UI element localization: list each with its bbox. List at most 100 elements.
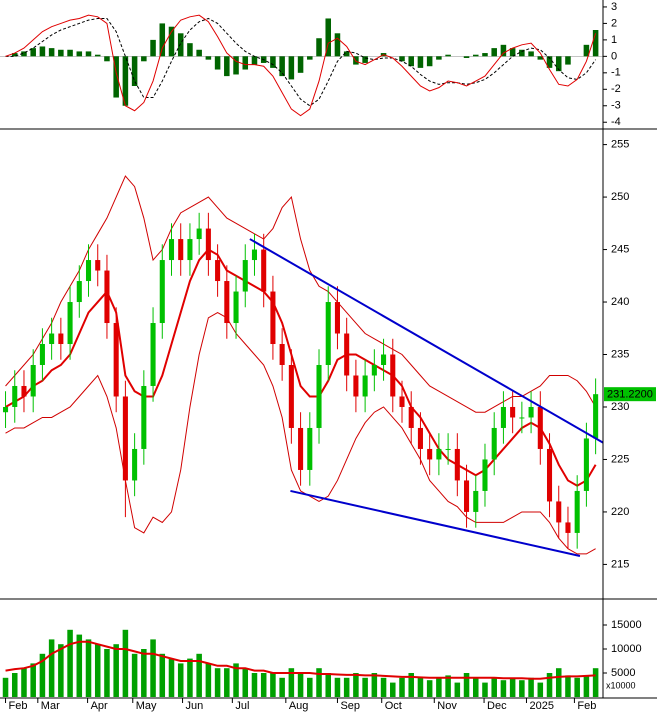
candle-body	[482, 459, 488, 491]
bar	[463, 673, 470, 697]
last-price-box	[604, 387, 656, 402]
bar	[279, 56, 285, 77]
bar	[94, 644, 101, 697]
candle-body	[224, 281, 230, 324]
bar	[592, 668, 599, 697]
x-tick-label: Feb	[9, 700, 28, 712]
candle-body	[546, 448, 553, 502]
bar	[233, 56, 239, 75]
bar	[260, 673, 267, 697]
candle-body	[242, 260, 248, 292]
bar	[454, 682, 461, 697]
bar	[168, 658, 175, 697]
bar	[307, 56, 313, 60]
y-tick-label: 220	[611, 506, 629, 518]
candle-body	[593, 394, 599, 439]
bar	[583, 675, 590, 697]
bar	[316, 38, 322, 57]
bar	[537, 682, 544, 697]
bar	[242, 56, 249, 70]
bar	[30, 48, 36, 57]
x-tick-label: Jul	[235, 700, 249, 712]
candle-body	[178, 239, 184, 261]
line	[5, 14, 597, 117]
bar	[196, 49, 202, 57]
y-tick-label: -3	[611, 100, 621, 112]
candle-body	[261, 249, 267, 292]
bar	[85, 639, 92, 697]
bar	[334, 677, 341, 697]
y-tick-label: 1	[611, 34, 617, 46]
candle-body	[251, 249, 258, 261]
candle-body	[141, 385, 147, 449]
y-tick-label: 215	[611, 558, 629, 570]
candle-body	[427, 448, 433, 460]
bar	[187, 43, 193, 57]
x-tick-label: Apr	[91, 700, 108, 712]
y-tick-label: 245	[611, 243, 629, 255]
candle-body	[556, 501, 562, 523]
bar	[362, 56, 368, 63]
bar	[141, 56, 147, 62]
bar	[565, 675, 571, 697]
candle-body	[583, 438, 589, 491]
bar	[104, 649, 110, 697]
line	[5, 640, 596, 680]
bar	[168, 26, 175, 57]
bar	[131, 653, 138, 697]
bar	[177, 33, 184, 57]
candle-body	[454, 448, 460, 481]
candle-body	[215, 260, 221, 282]
bar	[565, 56, 571, 65]
bar	[436, 677, 442, 697]
bar	[21, 51, 27, 57]
candle-body	[325, 302, 331, 365]
bar	[21, 668, 27, 697]
bar	[104, 56, 110, 62]
trend-line	[249, 238, 604, 444]
trend-line	[290, 489, 581, 557]
candle-body	[85, 260, 92, 282]
bar	[214, 56, 221, 70]
x-tick-label: Oct	[385, 700, 402, 712]
bar	[94, 54, 101, 57]
candle-body	[196, 228, 202, 240]
bar	[343, 677, 350, 697]
bar	[482, 682, 488, 697]
x-tick-label: Mar	[41, 700, 60, 712]
bar	[546, 673, 553, 697]
bar	[39, 46, 46, 57]
bar	[76, 51, 83, 57]
bar	[491, 48, 497, 57]
x-tick-label: Aug	[289, 700, 309, 712]
candle-body	[122, 396, 128, 481]
bar	[270, 673, 276, 697]
bar	[131, 56, 138, 86]
bar	[297, 673, 304, 697]
bar	[325, 673, 332, 697]
bar	[48, 48, 55, 57]
candle-body	[279, 344, 285, 365]
bar	[399, 56, 405, 62]
bar	[537, 56, 544, 60]
bar	[482, 53, 488, 57]
bar	[11, 53, 18, 57]
bar	[316, 668, 322, 697]
candle-body	[473, 490, 479, 512]
candle-body	[510, 406, 516, 418]
bar	[555, 668, 562, 697]
bar	[436, 56, 442, 60]
y-tick-label: 3	[611, 1, 617, 13]
bar	[85, 51, 92, 57]
bar	[472, 54, 479, 57]
candle-body	[537, 406, 543, 449]
bar	[224, 56, 230, 77]
bar	[39, 653, 46, 697]
bar	[353, 673, 359, 697]
candle-body	[205, 228, 211, 261]
candle-body	[353, 375, 359, 397]
candle-body	[21, 385, 27, 397]
x-tick-label: Feb	[577, 700, 596, 712]
bar	[408, 56, 414, 67]
